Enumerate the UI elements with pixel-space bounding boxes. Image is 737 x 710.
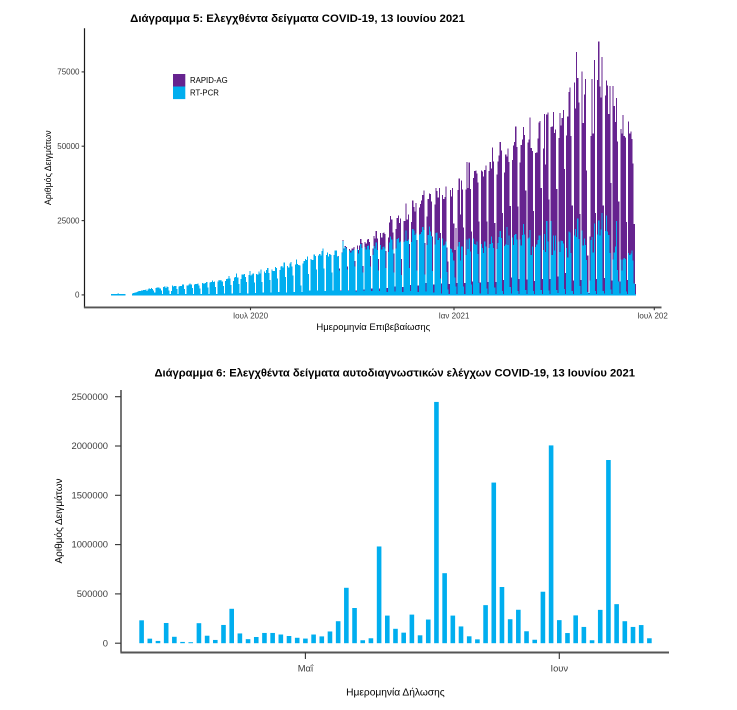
svg-text:Ημερομηνία Επιβεβαίωσης: Ημερομηνία Επιβεβαίωσης: [316, 322, 430, 333]
svg-text:Ημερομηνία Δήλωσης: Ημερομηνία Δήλωσης: [346, 687, 445, 699]
svg-text:0: 0: [103, 637, 108, 648]
svg-text:1000000: 1000000: [72, 539, 109, 550]
svg-text:Διάγραμμα 6: Ελεγχθέντα δείγμα: Διάγραμμα 6: Ελεγχθέντα δείγματα αυτοδια…: [154, 368, 634, 380]
svg-text:75000: 75000: [57, 68, 80, 77]
svg-text:Ιαν 2021: Ιαν 2021: [439, 312, 470, 321]
svg-text:500000: 500000: [77, 588, 108, 599]
svg-text:50000: 50000: [57, 142, 80, 151]
svg-text:Ιουλ 2020: Ιουλ 2020: [233, 312, 269, 321]
svg-text:Μαΐ: Μαΐ: [298, 663, 314, 674]
svg-text:0: 0: [75, 291, 80, 300]
svg-text:Αριθμός Δειγμάτων: Αριθμός Δειγμάτων: [43, 130, 53, 205]
svg-text:Αριθμός Δειγμάτων: Αριθμός Δειγμάτων: [53, 478, 65, 563]
svg-text:Ιουλ 202: Ιουλ 202: [637, 312, 668, 321]
svg-text:1500000: 1500000: [72, 489, 109, 500]
svg-text:2500000: 2500000: [72, 391, 109, 402]
svg-text:RT-PCR: RT-PCR: [190, 89, 219, 98]
svg-text:RAPID-AG: RAPID-AG: [190, 76, 228, 85]
svg-text:25000: 25000: [57, 216, 80, 225]
svg-text:2000000: 2000000: [72, 440, 109, 451]
svg-text:Διάγραμμα 5: Ελεγχθέντα δείγμα: Διάγραμμα 5: Ελεγχθέντα δείγματα COVID-1…: [130, 13, 465, 25]
svg-text:Ιουν: Ιουν: [550, 663, 568, 674]
